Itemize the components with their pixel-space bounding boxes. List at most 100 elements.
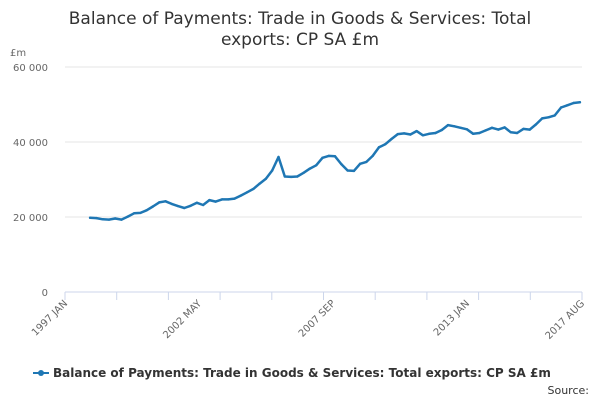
data-point [559, 106, 563, 109]
data-point [151, 205, 155, 208]
data-point [415, 129, 418, 133]
data-point [145, 209, 148, 212]
legend-label[interactable]: Balance of Payments: Trade in Goods & Se… [53, 366, 551, 380]
data-point [509, 131, 512, 134]
data-point [88, 216, 92, 219]
data-point [114, 217, 117, 220]
data-point [497, 128, 500, 131]
x-axis [64, 291, 583, 300]
x-tick-label: 1997 JAN [30, 298, 70, 338]
data-point [296, 175, 299, 178]
data-point [126, 215, 129, 218]
legend[interactable]: Balance of Payments: Trade in Goods & Se… [33, 366, 551, 380]
data-point [189, 204, 192, 207]
data-point [139, 211, 142, 215]
data-point [95, 216, 98, 220]
data-point [158, 201, 161, 204]
data-point [120, 218, 123, 221]
chart-title-line-1: Balance of Payments: Trade in Goods & Se… [69, 9, 531, 29]
data-point [365, 160, 368, 164]
data-point [390, 137, 393, 141]
chart-title-line-2: exports: CP SA £m [221, 30, 379, 50]
data-point [321, 156, 324, 159]
data-point [472, 132, 475, 135]
data-point [101, 218, 104, 221]
series-line-0 [88, 101, 582, 221]
y-tick-label: 40 000 [13, 138, 48, 149]
data-point [308, 167, 312, 170]
grid-lines [65, 66, 582, 218]
data-point [384, 143, 387, 146]
data-point [183, 206, 186, 210]
data-point [164, 200, 167, 203]
y-tick-label: 20 000 [13, 213, 48, 224]
series-layer [88, 101, 582, 221]
data-point [541, 117, 544, 120]
data-point [327, 154, 330, 158]
data-point [346, 169, 349, 172]
data-point [245, 191, 249, 194]
data-point [208, 198, 211, 202]
data-point [352, 169, 356, 173]
x-axis-tick-labels: 1997 JAN 2002 MAY 2007 SEP 2013 JAN 2017 AUG [30, 298, 587, 342]
source-label: Source: [548, 384, 590, 397]
data-point [107, 218, 111, 221]
data-point [340, 162, 343, 166]
y-tick-label: 0 [42, 288, 48, 299]
data-point [214, 200, 217, 203]
data-point [434, 131, 437, 135]
data-point [515, 131, 519, 135]
data-point [478, 131, 481, 135]
data-point [283, 175, 286, 178]
data-point [534, 123, 538, 126]
data-point [371, 154, 374, 158]
data-point [440, 128, 443, 132]
data-point [453, 125, 456, 128]
data-point [377, 146, 381, 149]
data-point [528, 128, 531, 131]
legend-swatch-marker [38, 370, 44, 376]
data-point [421, 134, 425, 137]
data-point [446, 123, 450, 127]
x-tick-label: 2017 AUG [544, 298, 588, 342]
data-point [572, 101, 575, 105]
data-point [503, 126, 506, 129]
data-point [553, 114, 556, 117]
data-point [333, 155, 337, 158]
data-point [428, 132, 431, 135]
data-point [271, 169, 274, 172]
data-point [465, 128, 469, 131]
x-tick-label: 2013 JAN [432, 298, 472, 338]
x-tick-label: 2007 SEP [297, 298, 338, 339]
data-point [277, 155, 280, 159]
data-point [227, 198, 230, 201]
data-point [315, 164, 318, 167]
data-point [566, 104, 569, 107]
data-point [459, 126, 462, 129]
y-tick-label: 60 000 [13, 63, 48, 74]
data-point [220, 198, 224, 201]
y-axis-tick-labels: 0 20 000 40 000 60 000 [13, 63, 48, 299]
y-axis-unit-label: £m [10, 48, 26, 59]
data-point [258, 182, 261, 185]
data-point [484, 129, 487, 132]
data-point [252, 187, 255, 191]
data-point [170, 202, 173, 206]
data-point [409, 133, 412, 136]
data-point [264, 177, 268, 180]
data-point [302, 171, 305, 174]
data-point [239, 194, 242, 197]
data-point [522, 127, 525, 131]
data-point [195, 201, 199, 204]
data-point [358, 162, 362, 165]
data-point [396, 132, 399, 136]
data-point [547, 116, 550, 119]
data-point [132, 212, 136, 215]
data-point [402, 132, 406, 135]
data-point [578, 101, 582, 104]
data-point [176, 204, 180, 208]
data-point [490, 126, 494, 129]
x-tick-label: 2002 MAY [161, 298, 204, 341]
data-point [201, 203, 205, 207]
